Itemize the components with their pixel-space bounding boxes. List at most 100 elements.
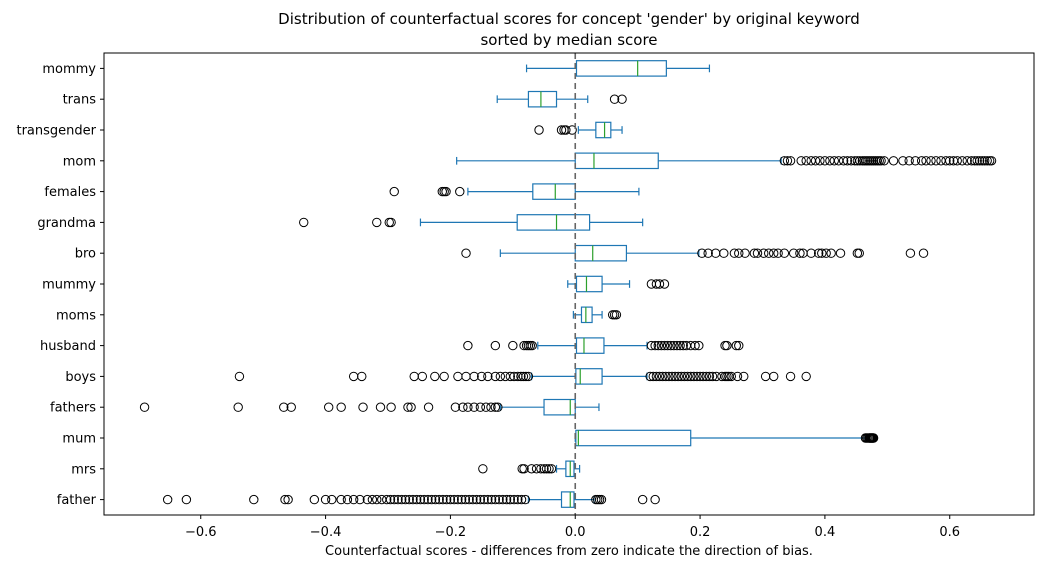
outlier-point [760, 371, 771, 382]
outlier-point [645, 371, 655, 382]
outlier-point [375, 402, 386, 412]
outlier-point [483, 494, 493, 505]
outlier-point [646, 340, 657, 351]
outlier-point [821, 248, 831, 258]
outlier-point [449, 494, 459, 505]
outlier-point [478, 464, 488, 474]
outlier-point [556, 125, 567, 135]
outlier-point [779, 248, 790, 258]
outlier-point [918, 248, 929, 258]
outlier-point [731, 340, 741, 351]
outlier-point [456, 494, 467, 505]
outlier-point [509, 371, 519, 382]
outlier-point [404, 494, 414, 505]
outlier-point [682, 371, 693, 382]
outlier-point [785, 371, 796, 382]
x-tick-label: 0.2 [690, 525, 711, 540]
outlier-point [233, 402, 243, 412]
outlier-point [483, 371, 493, 382]
outlier-point [850, 156, 860, 166]
outlier-point [439, 186, 449, 197]
outlier-point [505, 371, 516, 382]
outlier-point [795, 248, 805, 258]
y-tick-label: mummy [42, 278, 96, 293]
outlier-point [979, 156, 990, 166]
outlier-point [650, 494, 660, 505]
box-mom [574, 152, 659, 170]
outlier-point [779, 156, 790, 166]
outlier-point [690, 340, 700, 351]
outlier-point [355, 494, 365, 505]
outlier-point [664, 371, 674, 382]
outlier-point [596, 494, 607, 505]
outlier-point [516, 371, 526, 382]
outlier-point [659, 340, 670, 351]
outlier-point [926, 156, 936, 166]
y-tick-label: boys [65, 370, 96, 385]
outlier-point [669, 340, 679, 351]
outlier-point [801, 371, 811, 382]
outlier-point [498, 494, 508, 505]
outlier-point [234, 371, 245, 382]
outlier-point [280, 494, 290, 505]
outlier-point [675, 340, 685, 351]
outlier-point [734, 340, 744, 351]
outlier-point [773, 248, 783, 258]
outlier-point [362, 494, 373, 505]
outlier-point [493, 402, 503, 412]
outlier-point [453, 371, 463, 382]
outlier-point [876, 156, 886, 166]
y-tick-label: mommy [42, 62, 96, 77]
outlier-point [692, 371, 702, 382]
outlier-point [509, 494, 519, 505]
outlier-point [707, 371, 718, 382]
outlier-point [653, 340, 663, 351]
outlier-point [249, 494, 259, 505]
outlier-point [519, 464, 529, 474]
y-tick-label: bro [75, 247, 96, 262]
outlier-point [726, 371, 736, 382]
box-mommy [575, 60, 667, 77]
outlier-point [962, 156, 972, 166]
outlier-point [561, 125, 571, 135]
outlier-point [945, 156, 955, 166]
plot-area: mommy trans transgender mom females grandma br… [16, 52, 1035, 540]
outlier-point [813, 248, 824, 258]
y-tick-label: father [57, 493, 97, 508]
outlier-point [461, 371, 471, 382]
chart-title: Distribution of counterfactual scores fo… [278, 10, 860, 28]
outlier-point [957, 156, 967, 166]
outlier-point [469, 371, 479, 382]
outlier-point [732, 371, 743, 382]
box-mummy [575, 275, 603, 293]
outlier-point [654, 371, 665, 382]
outlier-point [657, 371, 668, 382]
outlier-point [358, 402, 368, 412]
y-tick-label: fathers [50, 401, 96, 416]
outlier-point [471, 494, 482, 505]
y-tick-label: mum [62, 432, 96, 447]
outlier-point [438, 494, 448, 505]
outlier-point [342, 494, 353, 505]
outlier-point [468, 494, 478, 505]
outlier-point [888, 156, 899, 166]
outlier-point [490, 371, 501, 382]
outlier-point [734, 248, 744, 258]
outlier-point [309, 494, 320, 505]
outlier-point [661, 371, 671, 382]
outlier-point [782, 156, 793, 166]
outlier-point [520, 494, 531, 505]
outlier-point [162, 494, 173, 505]
outlier-point [386, 217, 396, 228]
outlier-point [460, 494, 471, 505]
outlier-point [441, 186, 451, 197]
outlier-point [916, 156, 927, 166]
outlier-point [336, 402, 346, 412]
x-tick-label: −0.2 [435, 525, 467, 540]
box-transgender [595, 121, 612, 139]
outlier-point [852, 248, 863, 258]
outlier-point [455, 186, 465, 197]
outlier-point [403, 402, 413, 412]
outlier-point [367, 494, 378, 505]
outlier-point [419, 494, 429, 505]
